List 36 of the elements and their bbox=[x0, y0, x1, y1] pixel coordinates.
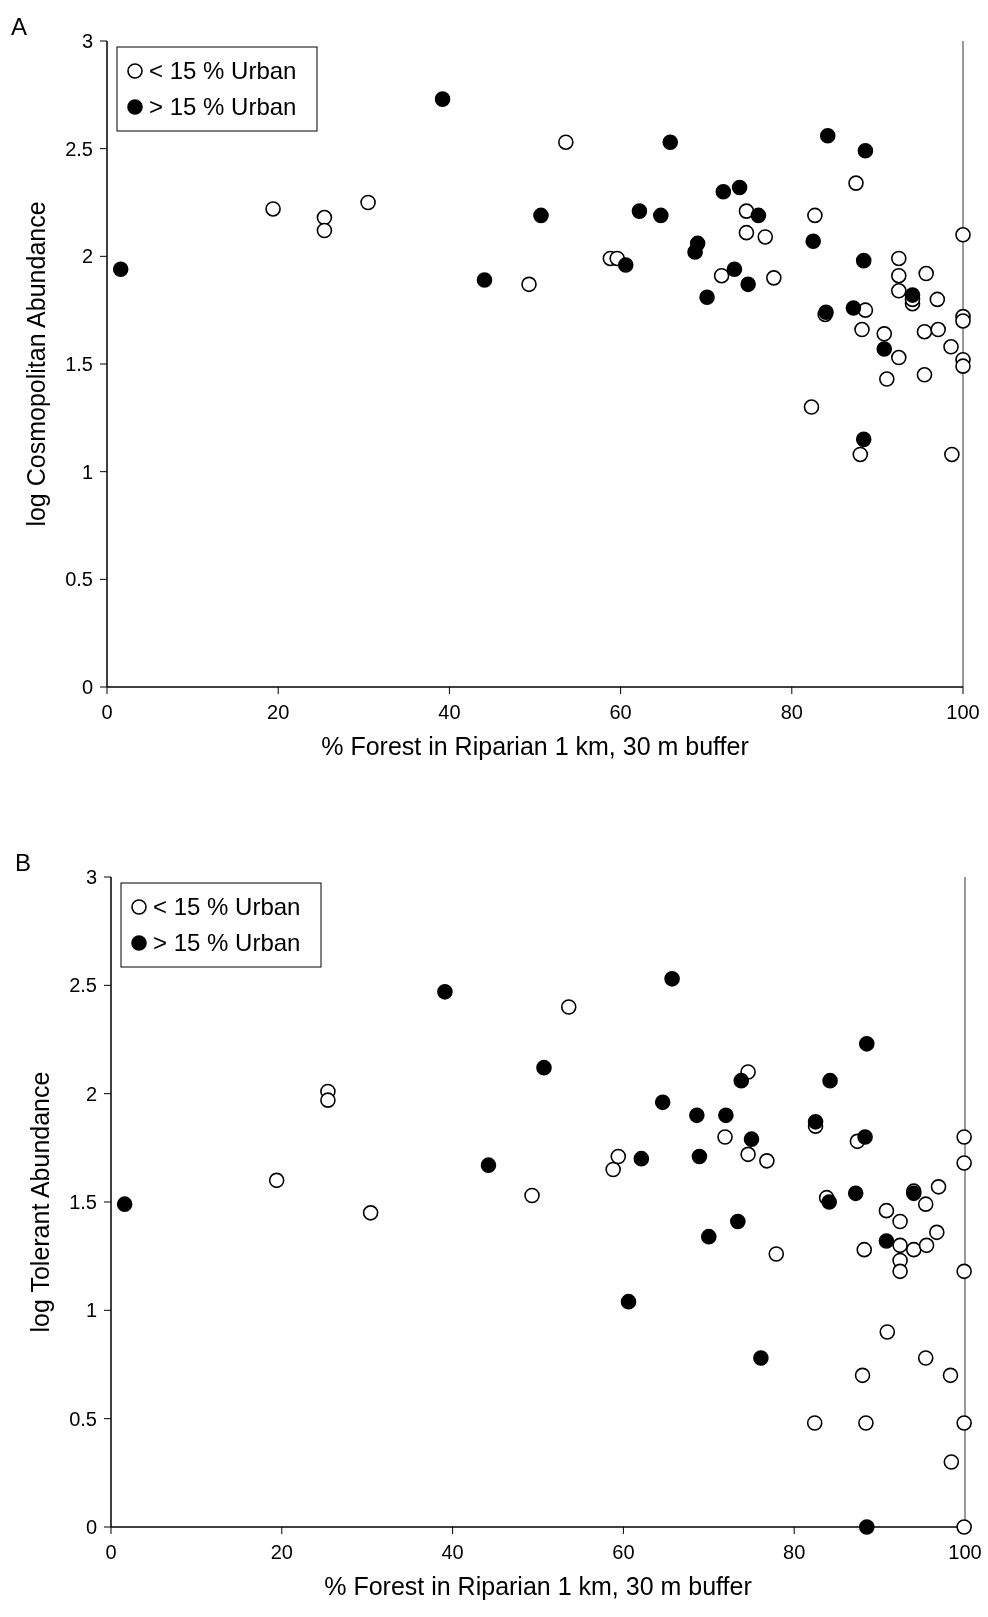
x-tick-label: 0 bbox=[101, 701, 113, 723]
y-tick-label: 1.5 bbox=[65, 353, 93, 375]
y-tick-label: 2.5 bbox=[65, 137, 93, 160]
legend-label: < 15 % Urban bbox=[149, 57, 297, 85]
y-tick-label: 3 bbox=[81, 30, 93, 52]
y-axis-title: log Cosmopolitan Abundance bbox=[22, 201, 50, 527]
legend-label: < 15 % Urban bbox=[153, 893, 301, 921]
x-tick-label: 40 bbox=[441, 1541, 464, 1563]
y-axis-title: log Tolerant Abundance bbox=[26, 1071, 54, 1333]
x-axis-title: % Forest in Riparian 1 km, 30 m buffer bbox=[321, 732, 749, 760]
x-tick-label: 80 bbox=[780, 701, 803, 723]
x-tick-label: 100 bbox=[946, 701, 980, 723]
y-tick-label: 2 bbox=[81, 245, 93, 268]
x-axis-title: % Forest in Riparian 1 km, 30 m buffer bbox=[324, 1572, 752, 1600]
x-tick-label: 20 bbox=[270, 1541, 293, 1563]
text: B bbox=[15, 849, 32, 876]
x-tick-label: 40 bbox=[438, 701, 461, 723]
x-tick-label: 60 bbox=[612, 1541, 635, 1563]
x-tick-label: 60 bbox=[609, 701, 632, 723]
y-tick-label: 0.5 bbox=[65, 568, 93, 591]
y-tick-label: 0.5 bbox=[69, 1407, 97, 1430]
y-tick-label: 1 bbox=[81, 460, 93, 483]
x-tick-label: 100 bbox=[948, 1541, 982, 1563]
legend-label: > 15 % Urban bbox=[149, 93, 297, 121]
y-tick-label: 0 bbox=[81, 676, 93, 698]
y-tick-label: 1.5 bbox=[69, 1191, 97, 1213]
y-tick-label: 2 bbox=[85, 1082, 97, 1105]
y-tick-label: 2.5 bbox=[69, 974, 97, 997]
y-tick-label: 1 bbox=[85, 1299, 97, 1322]
x-tick-label: 0 bbox=[105, 1541, 117, 1563]
text: A bbox=[11, 13, 28, 40]
x-tick-label: 20 bbox=[267, 701, 290, 723]
y-tick-label: 3 bbox=[85, 866, 97, 888]
y-tick-label: 0 bbox=[85, 1516, 97, 1538]
x-tick-label: 80 bbox=[783, 1541, 806, 1563]
legend-label: > 15 % Urban bbox=[153, 929, 301, 957]
